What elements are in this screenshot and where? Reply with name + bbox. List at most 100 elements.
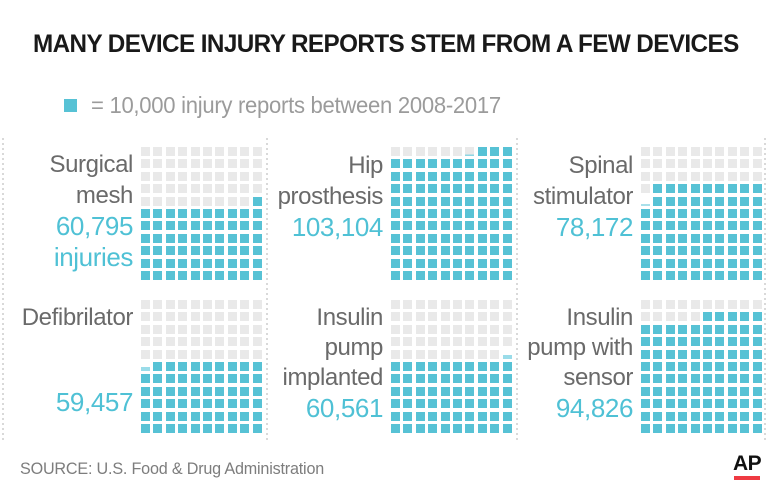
waffle-cell bbox=[415, 221, 425, 231]
waffle-cell bbox=[490, 184, 500, 194]
waffle-cell bbox=[240, 300, 250, 309]
waffle-cell bbox=[502, 196, 512, 206]
waffle-cell bbox=[141, 312, 150, 322]
waffle-cell bbox=[653, 374, 663, 384]
waffle-cell bbox=[477, 208, 487, 218]
device-name-line: Insulin bbox=[566, 304, 633, 331]
waffle-cell bbox=[740, 258, 750, 268]
waffle-cell bbox=[141, 361, 150, 371]
waffle-cell bbox=[678, 159, 688, 169]
waffle-cell bbox=[653, 399, 663, 409]
waffle-cell bbox=[740, 312, 750, 322]
waffle-cell bbox=[715, 386, 725, 396]
waffle-cell bbox=[190, 411, 200, 421]
waffle-cell bbox=[727, 312, 737, 322]
waffle-cell bbox=[678, 208, 688, 218]
waffle-cell bbox=[440, 374, 450, 384]
waffle-cell bbox=[178, 258, 188, 268]
waffle-cell bbox=[391, 208, 400, 218]
waffle-cell bbox=[465, 399, 475, 409]
waffle-cell bbox=[678, 324, 688, 334]
waffle-cell bbox=[465, 300, 475, 309]
waffle-cell bbox=[227, 300, 237, 309]
waffle-cell bbox=[165, 159, 175, 169]
waffle-cell bbox=[178, 349, 188, 359]
waffle-cell bbox=[415, 196, 425, 206]
waffle-cell bbox=[153, 423, 163, 433]
waffle-cell bbox=[141, 374, 150, 384]
waffle-cell bbox=[202, 221, 212, 231]
waffle-cell bbox=[178, 147, 188, 156]
waffle-cell bbox=[215, 337, 225, 347]
waffle-cell bbox=[440, 208, 450, 218]
waffle-cell bbox=[641, 233, 650, 243]
waffle-cell bbox=[490, 324, 500, 334]
waffle-cell bbox=[215, 399, 225, 409]
waffle-cell bbox=[428, 324, 438, 334]
waffle-cell bbox=[252, 300, 262, 309]
waffle-cell bbox=[727, 159, 737, 169]
waffle-cell bbox=[428, 411, 438, 421]
waffle-cell bbox=[740, 337, 750, 347]
dotted-separator bbox=[2, 138, 4, 442]
waffle-cell bbox=[403, 337, 413, 347]
waffle-cell bbox=[252, 221, 262, 231]
waffle-cell bbox=[403, 147, 413, 156]
waffle-cell bbox=[428, 386, 438, 396]
waffle-cell bbox=[502, 374, 512, 384]
waffle-cell bbox=[727, 399, 737, 409]
waffle-cell bbox=[240, 399, 250, 409]
waffle-cell bbox=[428, 312, 438, 322]
waffle-cell bbox=[690, 270, 700, 280]
waffle-cell bbox=[190, 349, 200, 359]
waffle-cell bbox=[202, 374, 212, 384]
device-value-line: 60,561 bbox=[305, 393, 384, 423]
waffle-cell bbox=[440, 411, 450, 421]
waffle-cell bbox=[678, 337, 688, 347]
waffle-cell bbox=[153, 159, 163, 169]
waffle-cell bbox=[752, 196, 762, 206]
device-name-line: Surgical bbox=[49, 151, 133, 178]
waffle-cell bbox=[215, 386, 225, 396]
waffle-cell bbox=[452, 246, 462, 256]
waffle-cell bbox=[477, 361, 487, 371]
waffle-cell bbox=[178, 221, 188, 231]
waffle-cell bbox=[490, 300, 500, 309]
waffle-cell bbox=[178, 208, 188, 218]
waffle-cell bbox=[141, 270, 150, 280]
waffle-cell bbox=[252, 246, 262, 256]
waffle-cell bbox=[153, 208, 163, 218]
waffle-cell bbox=[428, 147, 438, 156]
waffle-cell bbox=[240, 324, 250, 334]
waffle-cell bbox=[190, 171, 200, 181]
waffle-cell bbox=[653, 386, 663, 396]
waffle-cell bbox=[690, 233, 700, 243]
device-value-line: 59,457 bbox=[55, 387, 134, 417]
waffle-cell bbox=[477, 246, 487, 256]
waffle-cell bbox=[227, 361, 237, 371]
waffle-cell bbox=[502, 208, 512, 218]
waffle-cell bbox=[415, 324, 425, 334]
waffle-cell bbox=[415, 159, 425, 169]
waffle-cell bbox=[502, 159, 512, 169]
waffle-cell bbox=[202, 233, 212, 243]
waffle-cell bbox=[165, 184, 175, 194]
waffle-cell bbox=[403, 399, 413, 409]
waffle-cell bbox=[165, 221, 175, 231]
waffle-cell bbox=[727, 147, 737, 156]
waffle-cell bbox=[215, 374, 225, 384]
waffle-cell bbox=[477, 349, 487, 359]
waffle-cell bbox=[202, 208, 212, 218]
page-title: MANY DEVICE INJURY REPORTS STEM FROM A F… bbox=[33, 30, 739, 58]
waffle-cell bbox=[153, 233, 163, 243]
waffle-cell bbox=[178, 324, 188, 334]
waffle-cell bbox=[227, 258, 237, 268]
waffle-cell bbox=[190, 399, 200, 409]
waffle-cell bbox=[702, 411, 712, 421]
waffle-cell bbox=[215, 147, 225, 156]
waffle-cell bbox=[653, 270, 663, 280]
waffle-cell bbox=[178, 196, 188, 206]
waffle-cell bbox=[391, 196, 400, 206]
waffle-cell bbox=[240, 423, 250, 433]
waffle-cell bbox=[215, 349, 225, 359]
